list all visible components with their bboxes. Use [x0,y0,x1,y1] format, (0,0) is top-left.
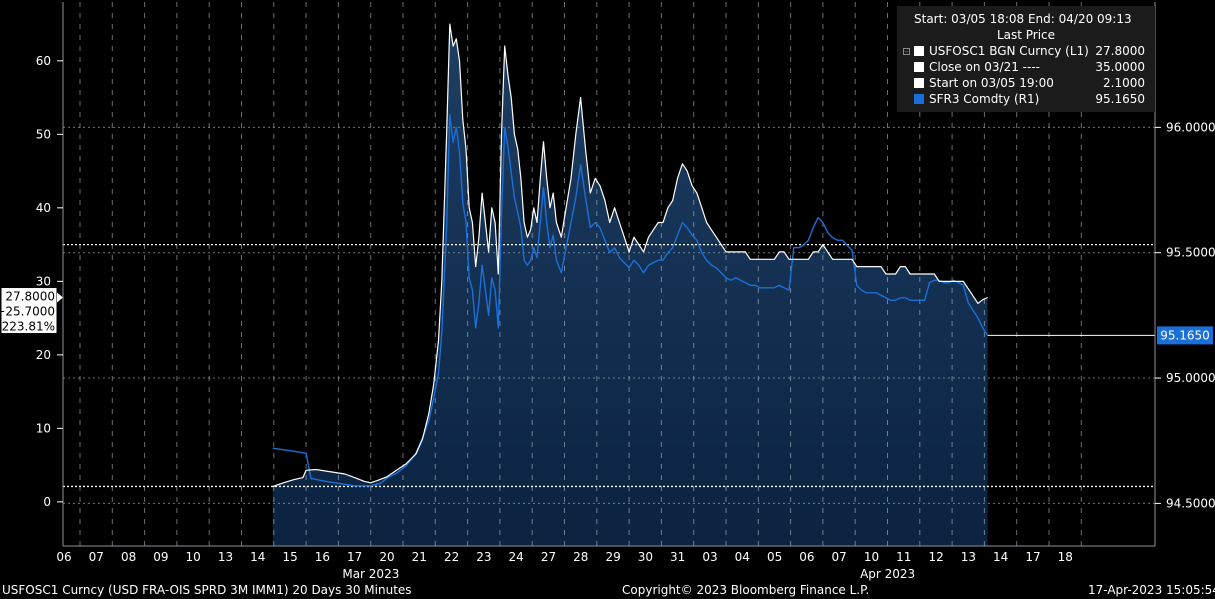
left-axis-label: 0 [43,495,51,509]
x-tick-label: 06 [56,550,71,564]
x-tick-label: 03 [702,550,717,564]
legend-range-row: Start: 03/05 18:08 End: 04/20 09:13 [897,11,1155,27]
x-tick-label: 29 [605,550,620,564]
x-tick-label: 12 [928,550,943,564]
x-tick-label: 18 [1058,550,1073,564]
x-tick-label: 05 [767,550,782,564]
collapse-icon[interactable]: − [903,48,910,55]
x-tick-label: 14 [993,550,1008,564]
legend-header: Last Price [996,28,1056,42]
legend: Start: 03/05 18:08 End: 04/20 09:13 Last… [897,6,1155,112]
legend-item-label: Start on 03/05 19:00 [929,76,1054,90]
legend-swatch [914,78,924,88]
x-tick-label: 22 [444,550,459,564]
legend-item-value: 27.8000 [1095,44,1145,58]
footer-copyright: Copyright© 2023 Bloomberg Finance L.P. [622,583,870,597]
footer-timestamp: 17-Apr-2023 15:05:54 [1088,583,1215,597]
right-value-tag [1157,326,1213,345]
left-axis-label: 30 [36,274,51,288]
legend-item[interactable]: SFR3 Comdty (R1) 95.1650 [897,91,1155,107]
left-value-tag-label: 1223.81% [0,320,55,334]
legend-header-row: Last Price [897,27,1155,43]
left-axis-label: 20 [36,348,51,362]
x-tick-label: 20 [379,550,394,564]
series-line-usfosc1 [272,23,988,488]
x-tick-label: 07 [89,550,104,564]
left-axis-label: 60 [36,54,51,68]
x-tick-label: 07 [832,550,847,564]
legend-range: Start: 03/05 18:08 End: 04/20 09:13 [914,12,1132,26]
x-tick-label: 06 [799,550,814,564]
x-tick-label: 30 [638,550,653,564]
x-tick-label: 10 [186,550,201,564]
left-value-tag-pointer [57,292,63,303]
series-area-fill [272,24,988,547]
legend-swatch [914,62,924,72]
legend-item-label: SFR3 Comdty (R1) [929,92,1040,106]
x-tick-label: 14 [250,550,265,564]
x-tick-label: 27 [541,550,556,564]
right-axis-label: 96.0000 [1166,120,1215,134]
legend-swatch [914,46,924,56]
legend-item-value: 2.1000 [1103,76,1145,90]
left-value-tag-label: +25.7000 [0,305,55,319]
legend-item[interactable]: Start on 03/05 19:00 2.1000 [897,75,1155,91]
left-axis-label: 50 [36,127,51,141]
x-tick-label: 09 [153,550,168,564]
legend-item-label: Close on 03/21 ---- [929,60,1040,74]
right-axis-label: 95.5000 [1166,246,1215,260]
month-label: Apr 2023 [860,567,915,581]
legend-item-value: 95.1650 [1095,92,1145,106]
legend-item-value: 35.0000 [1095,60,1145,74]
x-tick-label: 17 [347,550,362,564]
x-tick-label: 23 [476,550,491,564]
x-tick-label: 04 [735,550,750,564]
legend-item[interactable]: − USFOSC1 BGN Curncy (L1) 27.8000 [897,43,1155,59]
x-tick-label: 13 [218,550,233,564]
legend-item-label: USFOSC1 BGN Curncy (L1) [929,44,1089,58]
x-tick-label: 21 [412,550,427,564]
x-tick-label: 08 [121,550,136,564]
series-line-sfr3 [272,114,989,487]
x-tick-label: 13 [961,550,976,564]
right-value-tag-label: 95.1650 [1160,328,1210,342]
x-tick-label: 16 [315,550,330,564]
x-tick-label: 15 [282,550,297,564]
left-axis-label: 40 [36,201,51,215]
legend-swatch [914,94,924,104]
x-tick-label: 24 [509,550,524,564]
x-tick-label: 31 [670,550,685,564]
x-tick-label: 10 [864,550,879,564]
month-label: Mar 2023 [342,567,399,581]
legend-item[interactable]: Close on 03/21 ---- 35.0000 [897,59,1155,75]
left-value-tag-label: 27.8000 [5,290,55,304]
x-tick-label: 28 [573,550,588,564]
right-axis-label: 95.0000 [1166,371,1215,385]
left-axis-label: 10 [36,421,51,435]
left-value-tag [0,287,58,335]
right-axis-label: 94.5000 [1166,496,1215,510]
x-tick-label: 17 [1025,550,1040,564]
footer-series-description: USFOSC1 Curncy (USD FRA-OIS SPRD 3M IMM1… [2,583,412,597]
x-tick-label: 11 [896,550,911,564]
